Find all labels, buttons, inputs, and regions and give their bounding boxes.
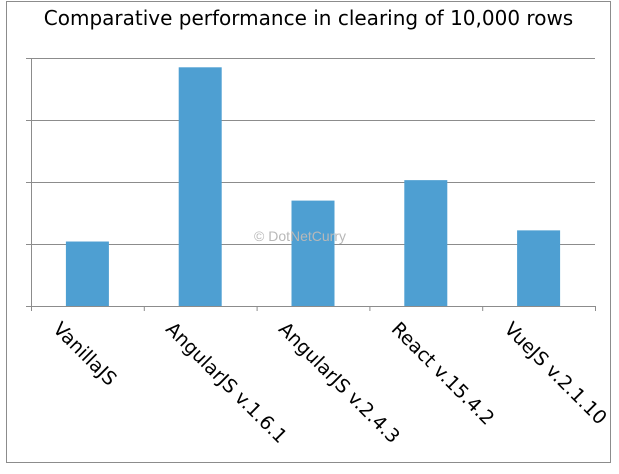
bar (178, 67, 222, 306)
x-tick-label: VueJS v.2.1.10 (500, 318, 611, 429)
axes (26, 58, 596, 311)
x-tick-label: VanillaJS (48, 318, 120, 390)
x-tick-label: AngularJS v.1.6.1 (161, 318, 291, 448)
bar (517, 230, 561, 306)
bar (291, 200, 335, 306)
watermark: © DotNetCurry (254, 228, 346, 244)
bars (65, 67, 561, 306)
x-tick-label: AngularJS v.2.4.3 (274, 318, 404, 448)
bar (65, 241, 109, 306)
x-tick-label: React v.15.4.2 (387, 318, 499, 430)
bar (404, 180, 448, 306)
chart-title: Comparative performance in clearing of 1… (43, 6, 574, 30)
